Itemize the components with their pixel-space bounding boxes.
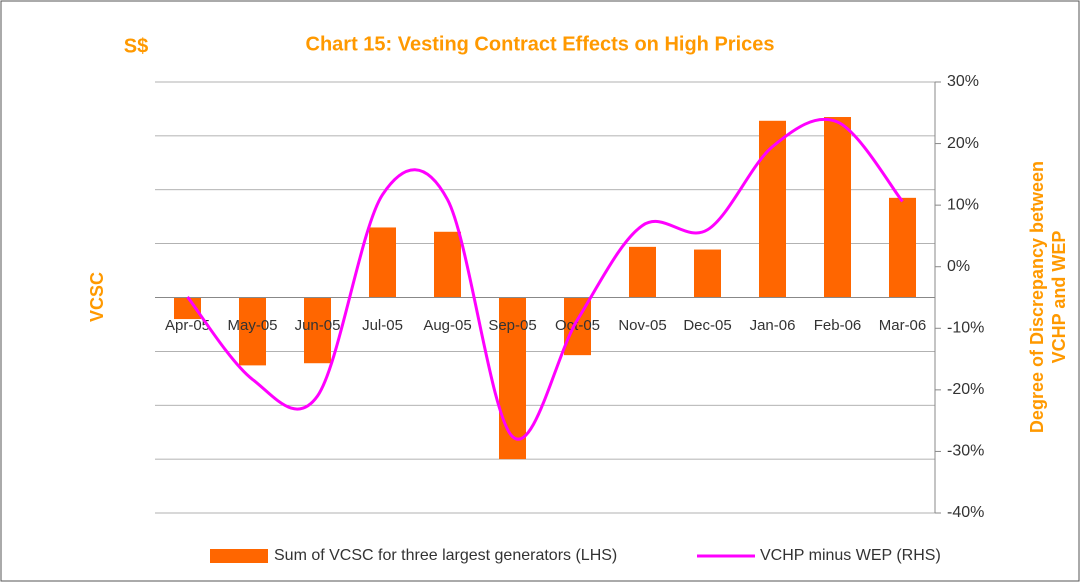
- x-tick-label: Nov-05: [618, 317, 666, 334]
- x-tick-label: Sep-05: [488, 317, 536, 334]
- x-tick-label: May-05: [227, 317, 277, 334]
- y2-axis-label: VCHP and WEP: [1049, 231, 1069, 364]
- legend-label: Sum of VCSC for three largest generators…: [274, 547, 617, 564]
- bar: [499, 297, 526, 460]
- legend-swatch: [210, 549, 268, 563]
- x-tick-label: Jul-05: [362, 317, 403, 334]
- bar: [759, 120, 786, 298]
- y2-tick-label: -10%: [947, 320, 984, 337]
- y2-tick-label: -20%: [947, 381, 984, 398]
- y2-tick-label: 10%: [947, 196, 979, 213]
- line: [186, 117, 904, 441]
- y2-tick-label: 0%: [947, 258, 970, 275]
- chart-title: Chart 15: Vesting Contract Effects on Hi…: [306, 33, 775, 55]
- x-tick-label: Jun-05: [295, 317, 341, 334]
- x-tick-label: Jan-06: [750, 317, 796, 334]
- y2-tick-label: 30%: [947, 73, 979, 90]
- x-tick-label: Apr-05: [165, 317, 210, 334]
- x-tick-label: Mar-06: [879, 317, 927, 334]
- y-axis-label: VCSC: [87, 272, 107, 322]
- x-tick-label: Aug-05: [423, 317, 471, 334]
- bar: [824, 117, 851, 298]
- bar: [304, 297, 331, 364]
- bar: [889, 197, 916, 298]
- x-tick-label: Oct-05: [555, 317, 600, 334]
- bar: [239, 297, 266, 366]
- x-tick-label: Dec-05: [683, 317, 731, 334]
- y2-tick-label: -30%: [947, 443, 984, 460]
- y2-tick-label: -40%: [947, 504, 984, 521]
- bar: [369, 227, 396, 298]
- x-tick-label: Feb-06: [814, 317, 862, 334]
- y2-tick-label: 20%: [947, 135, 979, 152]
- bar: [434, 231, 461, 298]
- bar: [174, 297, 201, 320]
- y-unit-label: S$: [124, 35, 148, 57]
- legend-label: VCHP minus WEP (RHS): [760, 547, 941, 564]
- y2-axis-label: Degree of Discrepancy between: [1027, 161, 1047, 433]
- bar: [694, 249, 721, 298]
- bar: [629, 246, 656, 298]
